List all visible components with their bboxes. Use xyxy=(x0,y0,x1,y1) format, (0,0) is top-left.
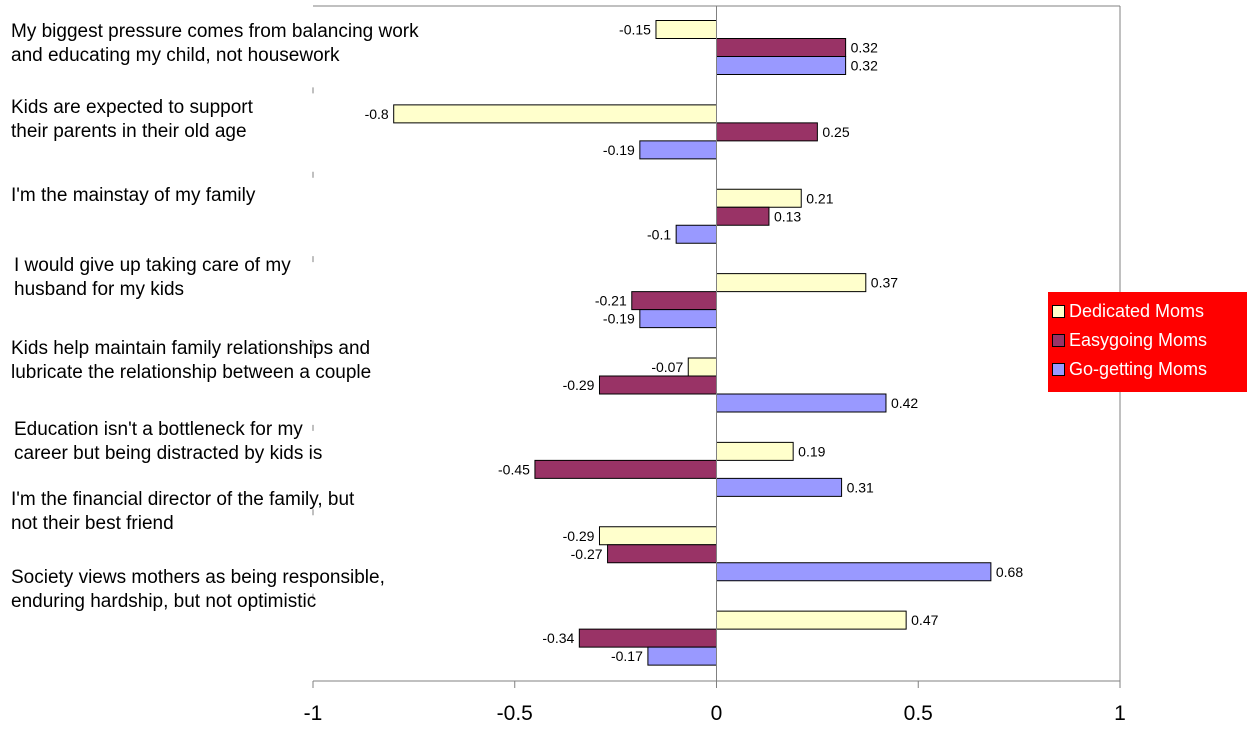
bar xyxy=(393,104,717,124)
category-label: I'm the financial director of the family… xyxy=(11,489,355,534)
bar xyxy=(655,20,717,39)
bar xyxy=(598,526,717,546)
bar xyxy=(716,206,770,226)
value-label: -0.34 xyxy=(542,630,574,646)
value-label: -0.45 xyxy=(498,461,530,477)
value-label: 0.25 xyxy=(822,124,849,140)
legend-swatch-go-getting xyxy=(1052,363,1065,376)
category-label: Society views mothers as being responsib… xyxy=(11,567,385,612)
category-label: My biggest pressure comes from balancing… xyxy=(11,21,419,66)
value-label: 0.42 xyxy=(891,395,918,411)
value-label: -0.07 xyxy=(651,359,683,375)
bar xyxy=(716,273,867,293)
value-label: -0.29 xyxy=(563,528,595,544)
value-label: -0.15 xyxy=(619,22,651,38)
value-label: 0.21 xyxy=(806,190,833,206)
legend-item-easygoing: Easygoing Moms xyxy=(1052,326,1247,355)
value-label: -0.19 xyxy=(603,311,635,327)
bar xyxy=(716,477,843,497)
legend-label-easygoing: Easygoing Moms xyxy=(1069,330,1208,350)
bar xyxy=(607,544,717,564)
value-label: -0.19 xyxy=(603,142,635,158)
bar xyxy=(716,56,847,75)
value-label: -0.17 xyxy=(611,648,643,664)
value-label: 0.19 xyxy=(798,443,825,459)
value-label: -0.1 xyxy=(647,226,671,242)
value-label: -0.29 xyxy=(563,377,595,393)
legend-label-dedicated: Dedicated Moms xyxy=(1069,301,1205,321)
bar xyxy=(716,122,818,142)
category-label: Education isn't a bottleneck for my care… xyxy=(14,419,323,464)
x-tick-label: -0.5 xyxy=(497,702,533,725)
legend: Dedicated Moms Easygoing Moms Go-getting… xyxy=(1048,292,1247,392)
bar xyxy=(716,441,794,461)
value-label: 0.37 xyxy=(871,275,898,291)
x-tick-label: 0 xyxy=(711,702,723,725)
legend-swatch-easygoing xyxy=(1052,334,1065,347)
bar xyxy=(631,291,718,311)
bar xyxy=(716,188,802,208)
bar xyxy=(716,393,887,413)
bar xyxy=(598,375,717,395)
legend-label-go-getting: Go-getting Moms xyxy=(1069,359,1208,379)
value-label: -0.27 xyxy=(571,546,603,562)
value-label: 0.32 xyxy=(851,58,878,74)
value-label: 0.31 xyxy=(847,479,874,495)
bar xyxy=(639,140,718,160)
bar xyxy=(716,38,847,57)
category-label: Kids help maintain family relationships … xyxy=(11,338,372,383)
legend-item-go-getting: Go-getting Moms xyxy=(1052,355,1247,384)
bar xyxy=(716,562,992,582)
x-tick-label: -1 xyxy=(304,702,323,725)
value-label: -0.8 xyxy=(365,106,389,122)
bar xyxy=(534,459,717,479)
bar xyxy=(675,224,718,244)
value-label: 0.32 xyxy=(851,40,878,56)
category-label: I'm the mainstay of my family xyxy=(11,185,256,206)
bar xyxy=(639,309,718,329)
value-label: 0.68 xyxy=(996,564,1023,580)
value-label: 0.13 xyxy=(774,208,801,224)
value-label: -0.21 xyxy=(595,293,627,309)
legend-item-dedicated: Dedicated Moms xyxy=(1052,297,1247,326)
x-tick-label: 1 xyxy=(1114,702,1126,725)
legend-swatch-dedicated xyxy=(1052,305,1065,318)
bar xyxy=(578,628,717,648)
category-label: Kids are expected to support their paren… xyxy=(11,97,253,142)
bar xyxy=(716,610,907,630)
x-tick-label: 0.5 xyxy=(904,702,933,725)
category-label: I would give up taking care of my husban… xyxy=(14,255,291,300)
bar xyxy=(687,357,718,377)
value-label: 0.47 xyxy=(911,612,938,628)
bar xyxy=(647,646,718,666)
